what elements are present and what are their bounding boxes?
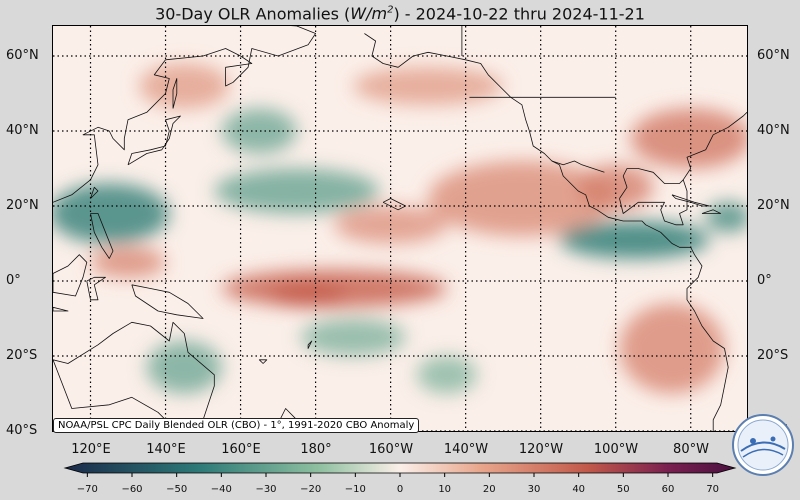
latitude-label-right: 20°N — [757, 198, 790, 213]
colorbar-tick-label: 50 — [616, 484, 630, 495]
coastline — [127, 115, 181, 166]
coastline — [619, 168, 688, 226]
longitude-label: 140°W — [443, 442, 489, 457]
colorbar — [63, 462, 737, 477]
colorbar-tick-label: 70 — [706, 484, 720, 495]
map-canvas — [53, 26, 747, 431]
latitude-label-left: 0° — [6, 273, 21, 288]
coastline — [90, 186, 99, 199]
colorbar-tick-label: −30 — [255, 484, 277, 495]
colorbar-tick-label: 0 — [396, 484, 404, 495]
coastline — [131, 284, 204, 319]
negative-anomaly-region — [416, 356, 477, 394]
positive-anomaly-region — [578, 164, 654, 210]
colorbar-tick-label: 20 — [482, 484, 496, 495]
colorbar-tick-label: −70 — [76, 484, 98, 495]
positive-anomaly-region — [90, 247, 166, 278]
coastline — [53, 26, 317, 203]
source-note: NOAA/PSL CPC Daily Blended OLR (CBO) - 1… — [53, 418, 420, 433]
latitude-label-right: 40°N — [757, 123, 790, 138]
coastline — [53, 254, 88, 297]
coastlines — [53, 26, 747, 431]
latitude-label-left: 40°N — [6, 123, 39, 138]
longitude-label: 160°E — [221, 442, 261, 457]
negative-anomaly-region — [705, 202, 747, 233]
coastline — [258, 359, 268, 364]
colorbar-tick-label: 40 — [572, 484, 586, 495]
colorbar-tick-marks — [86, 473, 714, 477]
latitude-label-left: 20°N — [6, 198, 39, 213]
coastline — [682, 112, 747, 181]
negative-anomaly-region — [221, 108, 297, 154]
colorbar-tick-label: −60 — [121, 484, 143, 495]
noaa-lab-logo — [732, 414, 794, 476]
colorbar-tick-label: 10 — [438, 484, 452, 495]
coastline — [382, 198, 407, 211]
colorbar-tick-label: −20 — [300, 484, 322, 495]
latitude-label-right: 20°S — [757, 348, 789, 363]
positive-anomaly-region — [139, 63, 230, 109]
colorbar-tick-label: −40 — [210, 484, 232, 495]
positive-anomaly-region — [353, 67, 504, 105]
latitude-label-left: 40°S — [6, 423, 38, 438]
title-suffix: ) - 2024-10-22 thru 2024-11-21 — [393, 4, 645, 24]
longitude-label: 100°W — [593, 442, 639, 457]
colorbar-tick-label: 60 — [661, 484, 675, 495]
longitude-label: 120°E — [71, 442, 111, 457]
positive-anomaly-region — [619, 303, 725, 394]
latitude-label-right: 60°N — [757, 48, 790, 63]
coastline — [86, 276, 106, 301]
coastline — [307, 340, 313, 349]
negative-anomaly-region — [53, 183, 170, 244]
negative-anomaly-region — [214, 168, 380, 214]
map-frame — [52, 25, 748, 432]
longitude-label: 180° — [300, 442, 332, 457]
coastline — [172, 78, 178, 109]
title-unit: W/m2 — [350, 4, 393, 23]
positive-anomaly-region — [270, 284, 346, 308]
country-border — [551, 160, 605, 173]
colorbar-tick-label: −50 — [166, 484, 188, 495]
title-unit-base: W/m — [350, 4, 388, 24]
chart-title: 30-Day OLR Anomalies (W/m2) - 2024-10-22… — [0, 0, 800, 24]
title-prefix: 30-Day OLR Anomalies ( — [155, 4, 351, 24]
latitude-label-left: 60°N — [6, 48, 39, 63]
negative-anomaly-region — [146, 341, 222, 394]
title-unit-exponent: 2 — [387, 5, 394, 16]
coastline — [90, 213, 114, 259]
negative-anomaly-region — [300, 318, 406, 356]
latitude-label-right: 0° — [757, 273, 772, 288]
colorbar-gradient — [63, 462, 737, 474]
coastline — [53, 306, 69, 312]
longitude-label: 120°W — [518, 442, 564, 457]
longitude-label: 140°E — [146, 442, 186, 457]
positive-anomaly-region — [428, 161, 616, 236]
longitude-label: 80°W — [673, 442, 709, 457]
colorbar-tick-label: 30 — [527, 484, 541, 495]
colorbar-tick-label: −10 — [344, 484, 366, 495]
negative-anomaly-region — [559, 221, 710, 259]
graticule — [53, 26, 747, 431]
coastline — [53, 321, 215, 428]
coastline — [701, 209, 722, 214]
longitude-label: 160°W — [368, 442, 414, 457]
latitude-label-left: 20°S — [6, 348, 38, 363]
positive-anomaly-region — [630, 108, 747, 169]
